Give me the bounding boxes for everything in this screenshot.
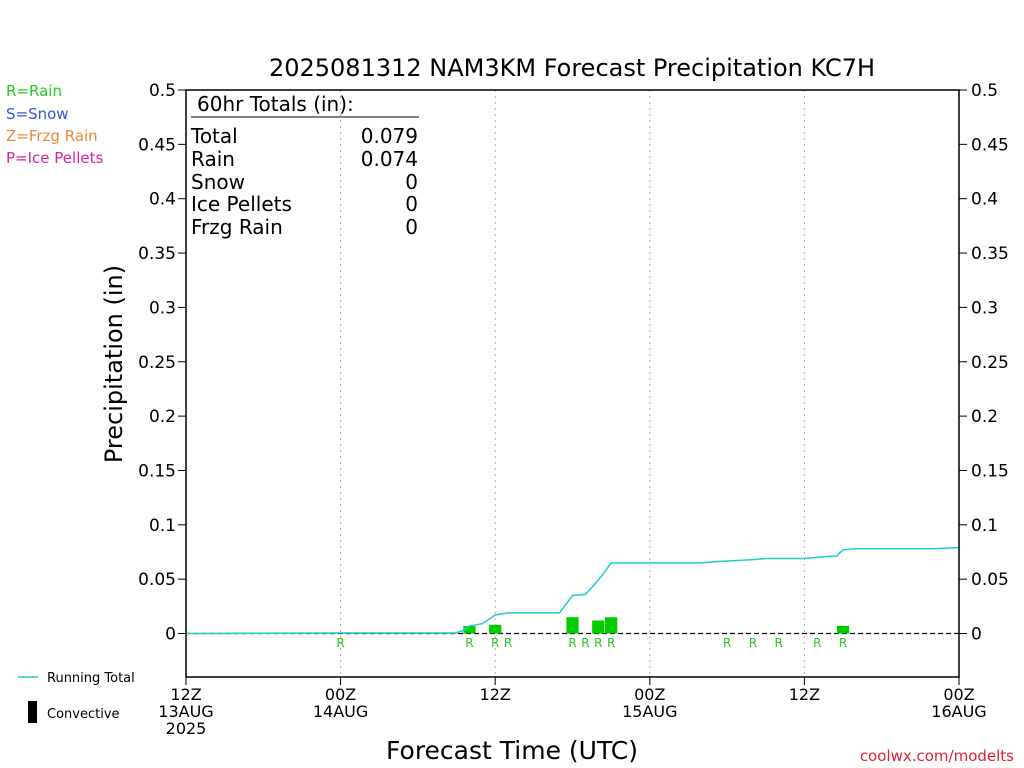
precip-bar-2 — [566, 617, 579, 634]
totals-label-total: Total — [190, 124, 238, 148]
precip-bar-1 — [489, 624, 502, 634]
y-tick-label-left-2: 0.1 — [149, 516, 176, 536]
precip-bar-3 — [592, 620, 605, 634]
plot-frame — [185, 89, 960, 678]
y-tick-label-right-1: 0.05 — [971, 570, 1009, 590]
y-tick-label-left-6: 0.3 — [149, 298, 176, 318]
x-tick-label-4-0: 12Z — [789, 685, 820, 704]
x-tick-label-3-1: 15AUG — [622, 702, 677, 721]
precip-bars — [463, 617, 850, 634]
totals-box: 60hr Totals (in): Total 0.079 Rain 0.074… — [190, 92, 419, 239]
running-total-line — [185, 546, 960, 635]
type-legend: R=Rain S=Snow Z=Frzg Rain P=Ice Pellets — [6, 82, 103, 167]
type-marker-1: R — [465, 636, 473, 650]
totals-label-rain: Rain — [191, 147, 235, 171]
y-tick-label-left-0: 0 — [165, 625, 176, 645]
y-tick-label-right-10: 0.5 — [971, 81, 998, 101]
y-axis-label: Precipitation (in) — [100, 265, 128, 463]
totals-value-snow: 0 — [405, 170, 418, 194]
x-tick-label-5-0: 00Z — [943, 685, 974, 704]
y-tick-label-left-3: 0.15 — [138, 461, 176, 481]
y-tick-label-left-4: 0.2 — [149, 407, 176, 427]
totals-value-frzg-rain: 0 — [405, 215, 418, 239]
type-marker-11: R — [813, 636, 821, 650]
x-tick-label-1-1: 14AUG — [313, 702, 368, 721]
y-tick-label-right-9: 0.45 — [971, 135, 1009, 155]
x-tick-label-0-1: 13AUG — [158, 702, 213, 721]
legend-ice-pellets: P=Ice Pellets — [6, 149, 103, 167]
y-tick-label-right-4: 0.2 — [971, 407, 998, 427]
x-tick-label-0-0: 12Z — [170, 685, 201, 704]
series-legend: Running Total Convective — [18, 671, 135, 723]
y-tick-label-left-7: 0.35 — [138, 244, 176, 264]
y-tick-label-right-8: 0.4 — [971, 190, 998, 210]
type-marker-12: R — [839, 636, 847, 650]
credit-text: coolwx.com/modelts — [860, 747, 1014, 765]
grid-lines — [186, 90, 959, 677]
y-axis-right: 0 0.05 0.1 0.15 0.2 0.25 0.3 0.35 0.4 0.45 0.5 — [959, 81, 1009, 645]
totals-value-rain: 0.074 — [361, 147, 418, 171]
totals-label-snow: Snow — [191, 170, 245, 194]
totals-value-ice-pellets: 0 — [405, 192, 418, 216]
legend-rain: R=Rain — [6, 82, 62, 100]
running-total-legend-label: Running Total — [47, 671, 135, 686]
y-axis-left: 0 0.05 0.1 0.15 0.2 0.25 0.3 0.35 0.4 0.45 0.5 — [138, 81, 186, 645]
y-tick-label-left-10: 0.5 — [149, 81, 176, 101]
x-tick-label-3-0: 00Z — [634, 685, 665, 704]
type-marker-6: R — [594, 636, 602, 650]
type-marker-3: R — [504, 636, 512, 650]
totals-label-ice-pellets: Ice Pellets — [191, 192, 292, 216]
y-tick-label-right-5: 0.25 — [971, 353, 1009, 373]
y-tick-label-left-8: 0.4 — [149, 190, 176, 210]
y-tick-label-right-7: 0.35 — [971, 244, 1009, 264]
precip-bar-0 — [463, 625, 476, 634]
y-tick-label-right-2: 0.1 — [971, 516, 998, 536]
type-marker-10: R — [774, 636, 782, 650]
type-marker-4: R — [568, 636, 576, 650]
type-marker-9: R — [749, 636, 757, 650]
type-marker-7: R — [607, 636, 615, 650]
precip-bar-4 — [605, 617, 618, 634]
chart-title: 2025081312 NAM3KM Forecast Precipitation… — [269, 54, 875, 82]
type-marker-8: R — [723, 636, 731, 650]
x-tick-label-2-0: 12Z — [480, 685, 511, 704]
totals-value-total: 0.079 — [361, 124, 418, 148]
type-marker-0: R — [336, 636, 344, 650]
type-marker-2: R — [491, 636, 499, 650]
x-tick-label-1-0: 00Z — [325, 685, 356, 704]
convective-legend-swatch — [28, 701, 37, 723]
precip-bar-5 — [836, 625, 850, 634]
y-tick-label-left-1: 0.05 — [138, 570, 176, 590]
convective-legend-label: Convective — [47, 707, 120, 722]
legend-frzg-rain: Z=Frzg Rain — [6, 127, 98, 145]
legend-snow: S=Snow — [6, 105, 69, 123]
x-axis-label: Forecast Time (UTC) — [386, 736, 638, 765]
totals-header: 60hr Totals (in): — [197, 92, 354, 116]
x-tick-label-0-2: 2025 — [166, 719, 207, 738]
type-marker-5: R — [581, 636, 589, 650]
y-tick-label-left-5: 0.25 — [138, 353, 176, 373]
x-tick-label-5-1: 16AUG — [931, 702, 986, 721]
y-tick-label-right-3: 0.15 — [971, 461, 1009, 481]
y-tick-label-right-0: 0 — [971, 625, 982, 645]
y-tick-label-right-6: 0.3 — [971, 298, 998, 318]
running-total-layer — [185, 546, 960, 635]
y-tick-label-left-9: 0.45 — [138, 135, 176, 155]
totals-label-frzg-rain: Frzg Rain — [191, 215, 283, 239]
